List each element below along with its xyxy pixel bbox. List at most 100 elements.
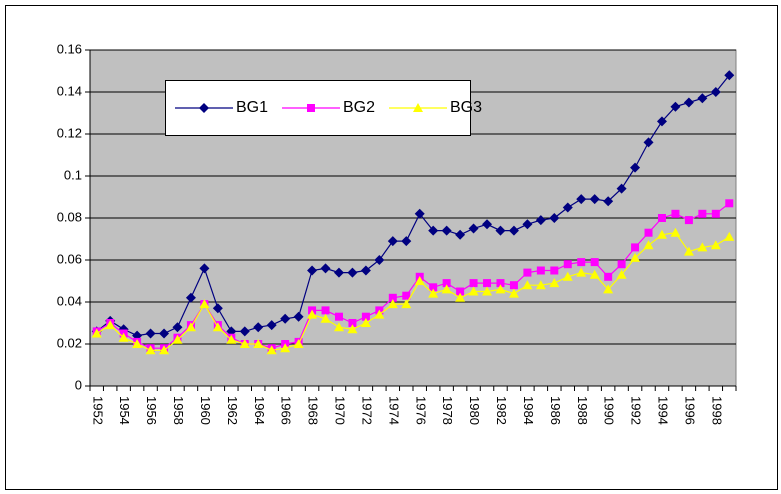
marker xyxy=(333,267,344,278)
x-tick-label: 1954 xyxy=(117,396,132,425)
marker xyxy=(630,162,641,173)
marker xyxy=(630,252,641,262)
marker xyxy=(643,137,654,148)
marker xyxy=(442,279,451,288)
y-tick-label: 0.02 xyxy=(57,335,82,350)
marker xyxy=(172,334,183,344)
marker xyxy=(535,280,546,290)
marker xyxy=(347,267,358,278)
marker xyxy=(671,209,680,218)
marker xyxy=(374,255,385,265)
marker xyxy=(347,324,358,334)
marker xyxy=(496,279,505,288)
y-tick-label: 0.04 xyxy=(57,293,82,308)
marker xyxy=(185,322,196,332)
x-tick-label: 1976 xyxy=(413,396,428,425)
marker xyxy=(441,225,452,236)
marker xyxy=(522,219,533,230)
marker xyxy=(159,345,170,355)
x-tick-label: 1970 xyxy=(333,396,348,425)
marker xyxy=(725,199,734,208)
marker xyxy=(562,202,573,213)
marker xyxy=(508,225,519,236)
marker xyxy=(697,242,708,252)
x-tick-label: 1960 xyxy=(198,396,213,425)
marker xyxy=(280,313,291,324)
marker xyxy=(280,343,291,353)
marker xyxy=(522,280,533,290)
marker xyxy=(562,271,573,281)
x-tick-label: 1986 xyxy=(548,396,563,425)
marker xyxy=(239,339,250,348)
x-tick-label: 1952 xyxy=(90,396,105,425)
marker xyxy=(253,339,264,348)
marker xyxy=(589,194,600,205)
x-tick-label: 1956 xyxy=(144,396,159,425)
marker xyxy=(643,240,654,250)
marker xyxy=(616,183,627,194)
marker xyxy=(387,299,398,309)
series-line xyxy=(96,74,730,337)
marker xyxy=(185,292,196,303)
marker xyxy=(401,236,412,247)
marker xyxy=(414,276,425,285)
marker xyxy=(199,299,210,309)
x-tick-label: 1980 xyxy=(467,396,482,425)
marker xyxy=(724,231,735,241)
marker xyxy=(307,265,318,276)
marker xyxy=(333,322,344,332)
x-tick-label: 1972 xyxy=(359,396,374,425)
marker xyxy=(683,97,694,108)
x-tick-label: 1962 xyxy=(225,396,240,425)
marker xyxy=(401,299,412,309)
marker xyxy=(199,263,210,274)
marker xyxy=(374,309,385,319)
marker xyxy=(320,263,331,274)
marker xyxy=(724,70,735,81)
marker xyxy=(361,312,370,321)
marker xyxy=(172,322,183,333)
marker xyxy=(576,267,587,277)
y-tick-label: 0.14 xyxy=(57,83,82,98)
marker xyxy=(617,260,626,269)
marker xyxy=(387,236,398,247)
marker xyxy=(455,229,466,240)
marker xyxy=(414,208,425,219)
marker xyxy=(670,101,681,112)
marker xyxy=(456,287,465,296)
marker xyxy=(604,272,613,281)
x-tick-label: 1958 xyxy=(171,396,186,425)
marker xyxy=(535,215,546,226)
x-tick-label: 1996 xyxy=(682,396,697,425)
legend-label: BG1 xyxy=(236,99,268,116)
y-tick-label: 0.16 xyxy=(57,41,82,56)
marker xyxy=(348,319,357,327)
marker xyxy=(199,103,209,113)
marker xyxy=(495,284,506,294)
marker xyxy=(549,278,560,288)
marker xyxy=(577,258,586,267)
marker xyxy=(159,328,170,339)
marker xyxy=(132,339,143,348)
marker xyxy=(307,104,315,112)
x-tick-label: 1964 xyxy=(252,396,267,425)
marker xyxy=(603,284,614,294)
marker xyxy=(469,279,478,288)
x-tick-label: 1966 xyxy=(279,396,294,425)
marker xyxy=(428,288,439,298)
marker xyxy=(360,265,371,276)
y-tick-label: 0.08 xyxy=(57,209,82,224)
y-tick-label: 0.06 xyxy=(57,251,82,266)
marker xyxy=(482,219,493,230)
marker xyxy=(226,334,237,344)
marker xyxy=(441,284,452,294)
marker xyxy=(710,87,721,97)
marker xyxy=(563,260,572,269)
marker xyxy=(145,345,156,355)
marker xyxy=(212,322,223,332)
x-tick-label: 1974 xyxy=(386,396,401,425)
x-tick-label: 1982 xyxy=(494,396,509,425)
marker xyxy=(118,332,129,342)
y-tick-label: 0 xyxy=(75,377,82,392)
